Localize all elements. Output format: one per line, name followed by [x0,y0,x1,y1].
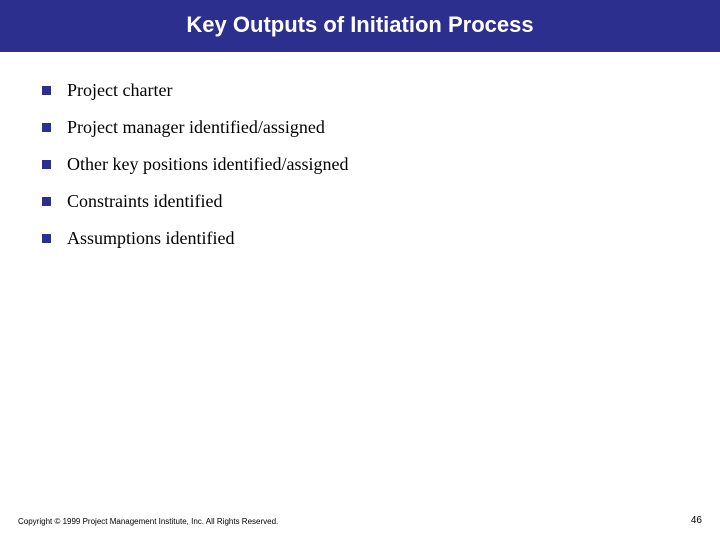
list-item: Project charter [42,80,720,101]
bullet-label: Constraints identified [67,191,222,212]
list-item: Project manager identified/assigned [42,117,720,138]
content-area: Project charter Project manager identifi… [0,52,720,249]
bullet-label: Project charter [67,80,172,101]
list-item: Other key positions identified/assigned [42,154,720,175]
square-bullet-icon [42,123,51,132]
bullet-label: Assumptions identified [67,228,235,249]
slide-title: Key Outputs of Initiation Process [0,12,720,38]
square-bullet-icon [42,86,51,95]
square-bullet-icon [42,197,51,206]
page-number: 46 [691,515,702,526]
bullet-label: Project manager identified/assigned [67,117,325,138]
title-bar: Key Outputs of Initiation Process [0,0,720,52]
list-item: Constraints identified [42,191,720,212]
bullet-label: Other key positions identified/assigned [67,154,348,175]
square-bullet-icon [42,234,51,243]
square-bullet-icon [42,160,51,169]
copyright-text: Copyright © 1999 Project Management Inst… [18,517,278,526]
list-item: Assumptions identified [42,228,720,249]
